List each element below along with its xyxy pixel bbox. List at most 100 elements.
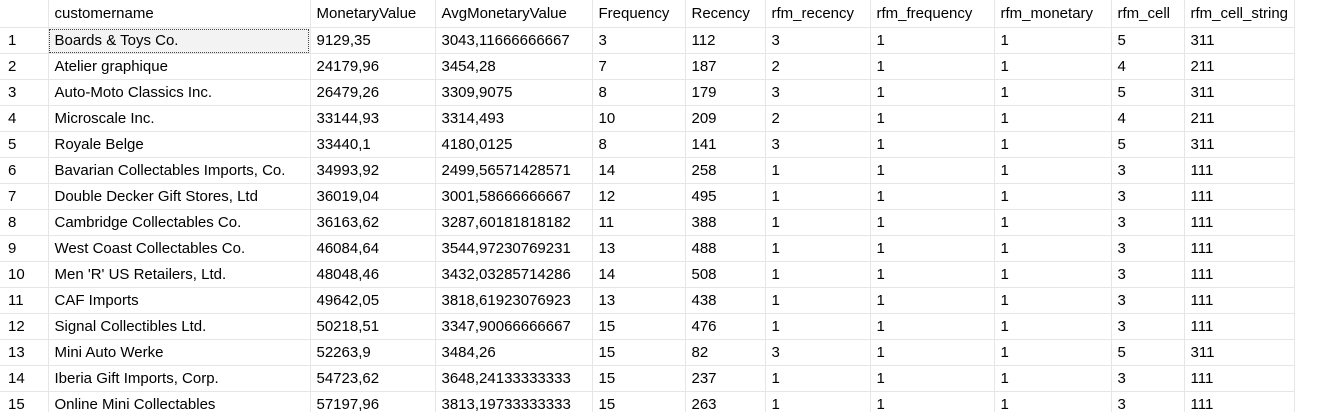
row-number[interactable]: 15 — [0, 391, 49, 412]
recency-cell[interactable]: 112 — [685, 27, 766, 54]
table-row[interactable]: 8 Cambridge Collectables Co. 36163,62 3287,… — [0, 209, 1295, 236]
frequency-cell[interactable]: 8 — [592, 79, 686, 106]
recency-cell[interactable]: 476 — [685, 313, 766, 340]
recency-cell[interactable]: 488 — [685, 235, 766, 262]
table-row[interactable]: 14 Iberia Gift Imports, Corp. 54723,62 3648… — [0, 365, 1295, 392]
monetaryvalue-cell[interactable]: 48048,46 — [310, 261, 436, 288]
table-row[interactable]: 9 West Coast Collectables Co. 46084,64 3544… — [0, 235, 1295, 262]
rfm-recency-cell[interactable]: 3 — [765, 79, 871, 106]
table-row[interactable]: 10 Men 'R' US Retailers, Ltd. 48048,46 3432… — [0, 261, 1295, 288]
avgmonetaryvalue-cell[interactable]: 2499,56571428571 — [435, 157, 593, 184]
rfm-frequency-cell[interactable]: 1 — [870, 105, 995, 132]
rfm-cell-cell[interactable]: 4 — [1111, 53, 1185, 80]
rfm-recency-cell[interactable]: 2 — [765, 53, 871, 80]
rfm-frequency-cell[interactable]: 1 — [870, 235, 995, 262]
rfm-cell-string-cell[interactable]: 111 — [1184, 365, 1295, 392]
frequency-header[interactable]: Frequency — [592, 0, 686, 28]
row-number[interactable]: 13 — [0, 339, 49, 366]
table-row[interactable]: 2 Atelier graphique 24179,96 3454,28 7 187 2 1 1… — [0, 53, 1295, 80]
rfm-monetary-cell[interactable]: 1 — [994, 183, 1112, 210]
row-number[interactable]: 3 — [0, 79, 49, 106]
table-row[interactable]: 15 Online Mini Collectables 57197,96 3813,1… — [0, 391, 1295, 412]
recency-cell[interactable]: 237 — [685, 365, 766, 392]
frequency-cell[interactable]: 15 — [592, 313, 686, 340]
avgmonetaryvalue-cell[interactable]: 3001,58666666667 — [435, 183, 593, 210]
rfm-cell-string-cell[interactable]: 311 — [1184, 339, 1295, 366]
rfm-monetary-cell[interactable]: 1 — [994, 79, 1112, 106]
frequency-cell[interactable]: 15 — [592, 365, 686, 392]
customername-cell[interactable]: Microscale Inc. — [48, 105, 311, 132]
monetaryvalue-cell[interactable]: 50218,51 — [310, 313, 436, 340]
rfm-recency-cell[interactable]: 2 — [765, 105, 871, 132]
customername-cell[interactable]: CAF Imports — [48, 287, 311, 314]
recency-cell[interactable]: 179 — [685, 79, 766, 106]
customername-cell[interactable]: Cambridge Collectables Co. — [48, 209, 311, 236]
frequency-cell[interactable]: 11 — [592, 209, 686, 236]
recency-cell[interactable]: 187 — [685, 53, 766, 80]
frequency-cell[interactable]: 12 — [592, 183, 686, 210]
rfm-cell-cell[interactable]: 3 — [1111, 287, 1185, 314]
monetaryvalue-cell[interactable]: 9129,35 — [310, 27, 436, 54]
rfm-cell-string-cell[interactable]: 211 — [1184, 105, 1295, 132]
frequency-cell[interactable]: 3 — [592, 27, 686, 54]
table-row[interactable]: 4 Microscale Inc. 33144,93 3314,493 10 209 2 1 1… — [0, 105, 1295, 132]
rfm-monetary-cell[interactable]: 1 — [994, 287, 1112, 314]
rfm-monetary-cell[interactable]: 1 — [994, 365, 1112, 392]
row-number[interactable]: 11 — [0, 287, 49, 314]
rfm-frequency-cell[interactable]: 1 — [870, 209, 995, 236]
avgmonetaryvalue-cell[interactable]: 3309,9075 — [435, 79, 593, 106]
row-number[interactable]: 10 — [0, 261, 49, 288]
frequency-cell[interactable]: 15 — [592, 339, 686, 366]
monetaryvalue-header[interactable]: MonetaryValue — [310, 0, 436, 28]
monetaryvalue-cell[interactable]: 36019,04 — [310, 183, 436, 210]
rfm-frequency-cell[interactable]: 1 — [870, 261, 995, 288]
frequency-cell[interactable]: 8 — [592, 131, 686, 158]
rfm-monetary-cell[interactable]: 1 — [994, 313, 1112, 340]
rfm-cell-string-cell[interactable]: 111 — [1184, 209, 1295, 236]
rfm-frequency-cell[interactable]: 1 — [870, 339, 995, 366]
monetaryvalue-cell[interactable]: 46084,64 — [310, 235, 436, 262]
rfm-cell-cell[interactable]: 3 — [1111, 157, 1185, 184]
rfm-monetary-cell[interactable]: 1 — [994, 235, 1112, 262]
table-row[interactable]: 1 Boards & Toys Co. 9129,35 3043,1166666666… — [0, 27, 1295, 54]
rfm-cell-cell[interactable]: 3 — [1111, 365, 1185, 392]
rfm-cell-string-cell[interactable]: 111 — [1184, 235, 1295, 262]
rfm-frequency-cell[interactable]: 1 — [870, 183, 995, 210]
avgmonetaryvalue-cell[interactable]: 3454,28 — [435, 53, 593, 80]
rfm-cell-string-cell[interactable]: 311 — [1184, 79, 1295, 106]
avgmonetaryvalue-cell[interactable]: 3287,60181818182 — [435, 209, 593, 236]
rfm-recency-cell[interactable]: 1 — [765, 183, 871, 210]
rfm-cell-cell[interactable]: 5 — [1111, 79, 1185, 106]
recency-cell[interactable]: 388 — [685, 209, 766, 236]
monetaryvalue-cell[interactable]: 33440,1 — [310, 131, 436, 158]
avgmonetaryvalue-cell[interactable]: 3648,24133333333 — [435, 365, 593, 392]
rfm-frequency-cell[interactable]: 1 — [870, 131, 995, 158]
rfm-cell-cell[interactable]: 3 — [1111, 391, 1185, 412]
avgmonetaryvalue-cell[interactable]: 3484,26 — [435, 339, 593, 366]
rfm-recency-cell[interactable]: 1 — [765, 157, 871, 184]
table-row[interactable]: 5 Royale Belge 33440,1 4180,0125 8 141 3 1 1 5 311 — [0, 131, 1295, 158]
rfm-recency-cell[interactable]: 1 — [765, 287, 871, 314]
row-number-header[interactable] — [0, 0, 49, 28]
customername-cell[interactable]: Auto-Moto Classics Inc. — [48, 79, 311, 106]
recency-cell[interactable]: 495 — [685, 183, 766, 210]
rfm-frequency-cell[interactable]: 1 — [870, 287, 995, 314]
rfm-monetary-cell[interactable]: 1 — [994, 209, 1112, 236]
monetaryvalue-cell[interactable]: 34993,92 — [310, 157, 436, 184]
avgmonetaryvalue-cell[interactable]: 3347,90066666667 — [435, 313, 593, 340]
avgmonetaryvalue-cell[interactable]: 4180,0125 — [435, 131, 593, 158]
rfm-frequency-cell[interactable]: 1 — [870, 157, 995, 184]
rfm-recency-header[interactable]: rfm_recency — [765, 0, 871, 28]
rfm-monetary-cell[interactable]: 1 — [994, 157, 1112, 184]
frequency-cell[interactable]: 13 — [592, 235, 686, 262]
rfm-recency-cell[interactable]: 1 — [765, 209, 871, 236]
customername-cell[interactable]: West Coast Collectables Co. — [48, 235, 311, 262]
rfm-frequency-cell[interactable]: 1 — [870, 79, 995, 106]
avgmonetaryvalue-header[interactable]: AvgMonetaryValue — [435, 0, 593, 28]
customername-cell[interactable]: Atelier graphique — [48, 53, 311, 80]
avgmonetaryvalue-cell[interactable]: 3043,11666666667 — [435, 27, 593, 54]
rfm-monetary-cell[interactable]: 1 — [994, 53, 1112, 80]
monetaryvalue-cell[interactable]: 57197,96 — [310, 391, 436, 412]
rfm-cell-cell[interactable]: 5 — [1111, 27, 1185, 54]
rfm-frequency-cell[interactable]: 1 — [870, 53, 995, 80]
